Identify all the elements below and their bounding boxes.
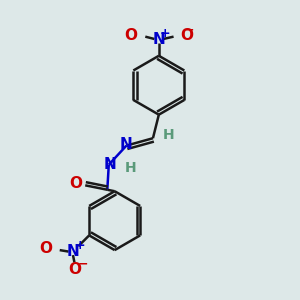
Text: −: − bbox=[77, 258, 88, 271]
Text: N: N bbox=[152, 32, 165, 47]
Text: O: O bbox=[68, 262, 81, 277]
Text: O: O bbox=[180, 28, 193, 43]
Text: H: H bbox=[125, 161, 136, 175]
Text: N: N bbox=[67, 244, 79, 259]
Text: −: − bbox=[184, 24, 194, 37]
Text: H: H bbox=[163, 128, 175, 142]
Text: N: N bbox=[104, 157, 117, 172]
Text: N: N bbox=[120, 136, 133, 152]
Text: +: + bbox=[74, 239, 85, 252]
Text: O: O bbox=[39, 241, 52, 256]
Text: O: O bbox=[69, 176, 82, 191]
Text: +: + bbox=[160, 27, 171, 40]
Text: O: O bbox=[124, 28, 137, 43]
